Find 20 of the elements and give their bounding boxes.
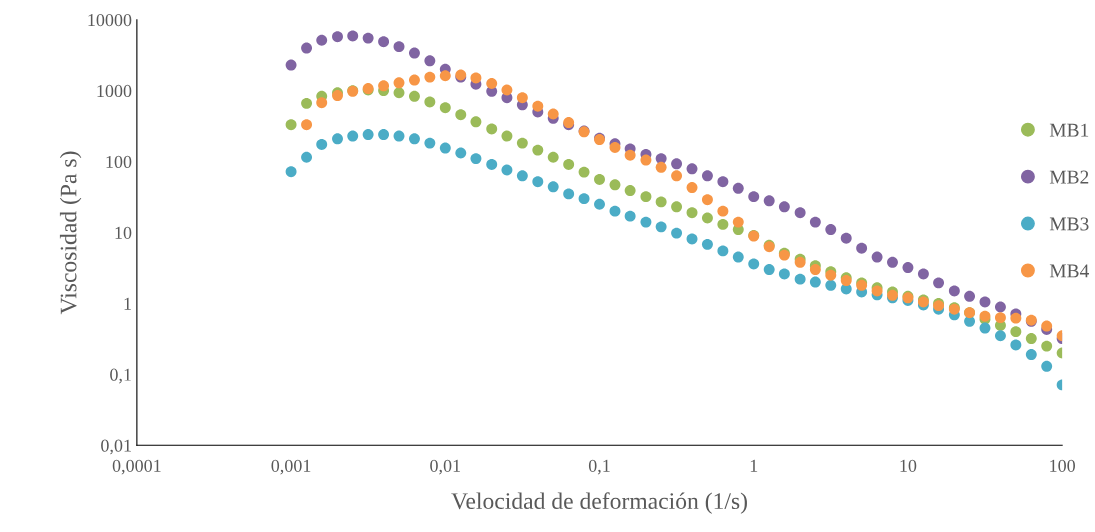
x-tick-label: 0,0001 — [112, 459, 161, 475]
legend-label: MB4 — [1049, 264, 1089, 278]
x-tick-label: 0,01 — [430, 459, 461, 475]
y-tick-label: 1 — [124, 297, 131, 310]
y-tick-label: 0,1 — [110, 368, 131, 384]
y-tick-label: 100 — [106, 155, 132, 168]
y-axis-title: Viscosidad (Pa s) — [59, 151, 82, 315]
legend-label: MB2 — [1049, 170, 1089, 184]
x-tick-label: 10 — [900, 459, 917, 472]
x-axis-title: Velocidad de deformación (1/s) — [451, 492, 747, 514]
x-tick-label: 100 — [1050, 459, 1075, 472]
y-tick-label: 10 — [115, 226, 132, 239]
x-tick-label: 0,1 — [588, 459, 610, 475]
legend-label: MB1 — [1049, 123, 1089, 137]
legend-label: MB3 — [1049, 217, 1089, 231]
y-tick-label: 0,01 — [101, 439, 131, 455]
y-tick-label: 10000 — [88, 13, 132, 27]
y-tick-label: 1000 — [97, 84, 132, 98]
x-tick-label: 0,001 — [271, 459, 311, 475]
x-tick-label: 1 — [750, 459, 758, 472]
